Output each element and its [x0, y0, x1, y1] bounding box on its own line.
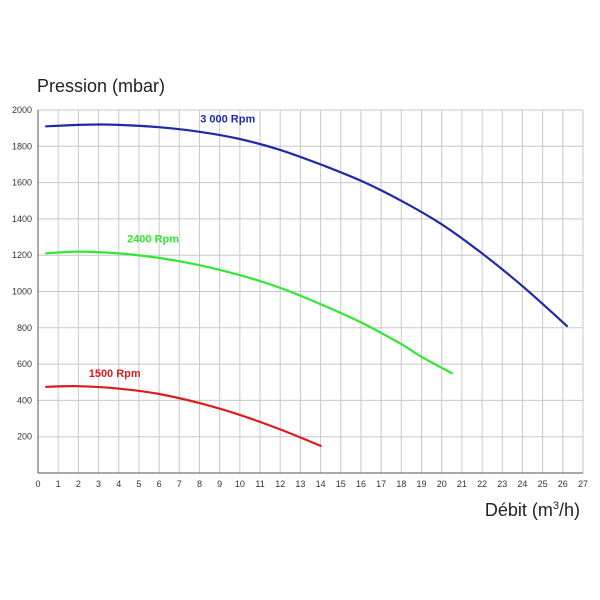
x-axis-title-sup: 3 [552, 500, 559, 512]
y-tick-label: 1200 [12, 250, 32, 260]
x-tick-label: 2 [76, 479, 81, 489]
x-tick-label: 19 [417, 479, 427, 489]
y-tick-label: 400 [17, 395, 32, 405]
x-tick-label: 10 [235, 479, 245, 489]
x-tick-label: 15 [336, 479, 346, 489]
grid [37, 109, 584, 474]
x-tick-label: 5 [136, 479, 141, 489]
x-tick-label: 26 [558, 479, 568, 489]
x-tick-label: 14 [316, 479, 326, 489]
y-tick-label: 1000 [12, 287, 32, 297]
x-tick-label: 24 [517, 479, 527, 489]
x-tick-label: 13 [295, 479, 305, 489]
axes [37, 110, 583, 474]
x-tick-label: 22 [477, 479, 487, 489]
x-tick-label: 4 [116, 479, 121, 489]
x-tick-label: 17 [376, 479, 386, 489]
y-tick-label: 800 [17, 323, 32, 333]
y-tick-label: 600 [17, 359, 32, 369]
series-line [45, 250, 453, 375]
x-tick-label: 11 [255, 479, 264, 489]
x-tick-label: 9 [217, 479, 222, 489]
x-tick-label: 3 [96, 479, 101, 489]
series-label: 3 000 Rpm [200, 114, 255, 126]
x-tick-label: 16 [356, 479, 366, 489]
x-axis-title: Débit (m3/h) [485, 500, 580, 521]
y-tick-label: 1600 [12, 178, 32, 188]
x-tick-label: 0 [35, 479, 40, 489]
x-axis-title-tail: /h) [558, 500, 580, 520]
y-tick-label: 2000 [12, 105, 32, 115]
x-tick-label: 8 [197, 479, 202, 489]
x-tick-label: 7 [177, 479, 182, 489]
y-tick-label: 1800 [12, 141, 32, 151]
x-tick-label: 18 [396, 479, 406, 489]
x-tick-label: 27 [578, 479, 588, 489]
series-labels: 3 000 Rpm 2400 Rpm 1500 Rpm [89, 114, 256, 380]
y-axis-title: Pression (mbar) [37, 76, 166, 96]
x-tick-label: 25 [538, 479, 548, 489]
series-lines [45, 123, 568, 447]
series-line [45, 123, 568, 328]
x-tick-label: 12 [275, 479, 285, 489]
x-tick-label: 23 [497, 479, 507, 489]
x-tick-label: 21 [457, 479, 467, 489]
y-tick-label: 1400 [12, 214, 32, 224]
series-label: 2400 Rpm [127, 233, 179, 245]
series-line [45, 385, 322, 447]
x-axis-title-base: Débit (m [484, 500, 553, 520]
x-tick-label: 20 [437, 479, 447, 489]
series-label: 1500 Rpm [89, 368, 141, 380]
x-tick-label: 6 [157, 479, 162, 489]
x-tick-label: 1 [56, 479, 61, 489]
y-tick-label: 200 [17, 432, 32, 442]
